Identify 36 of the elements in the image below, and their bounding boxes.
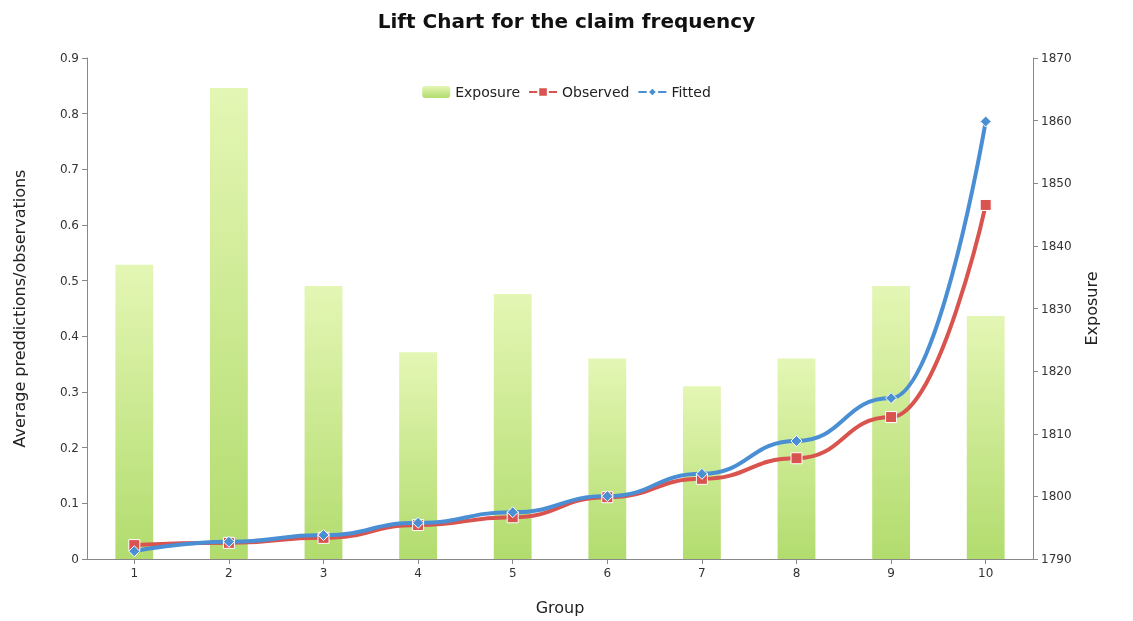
x-tick-label: 9 xyxy=(887,566,895,580)
y-tick-label: 0.6 xyxy=(59,218,79,232)
x-tick-label: 10 xyxy=(978,566,994,580)
x-tick-label: 7 xyxy=(698,566,706,580)
y2-tick-label: 1800 xyxy=(1041,489,1072,504)
legend-label: Observed xyxy=(562,84,630,100)
y-axis-title: Average preddictions/observations xyxy=(9,169,29,448)
x-axis-title: Group xyxy=(535,597,585,617)
y2-tick-label: 1790 xyxy=(1041,552,1072,566)
y2-tick-label: 1810 xyxy=(1041,426,1072,441)
y-tick-label: 0.7 xyxy=(59,162,79,177)
y2-tick-label: 1860 xyxy=(1041,113,1072,128)
x-tick-label: 4 xyxy=(414,566,422,580)
x-tick-label: 5 xyxy=(508,566,517,580)
y2-tick-label: 1820 xyxy=(1041,364,1072,379)
x-tick-label: 2 xyxy=(225,566,233,580)
x-tick-label: 6 xyxy=(603,566,612,580)
y2-tick-label: 1850 xyxy=(1041,176,1072,191)
legend-label: Fitted xyxy=(671,84,711,100)
y2-axis-title: Exposure xyxy=(1081,271,1101,346)
x-tick-label: 8 xyxy=(792,566,801,580)
y2-tick-label: 1840 xyxy=(1041,238,1072,253)
y-tick-label: 0.8 xyxy=(59,106,79,121)
y-tick-label: 0.4 xyxy=(59,329,79,344)
y-tick-label: 0.3 xyxy=(59,385,79,399)
chart-title: Lift Chart for the claim frequency xyxy=(377,9,756,33)
y2-tick-label: 1870 xyxy=(1041,51,1072,65)
legend-label: Exposure xyxy=(455,84,521,100)
y-tick-label: 0 xyxy=(71,552,79,566)
y2-tick-label: 1830 xyxy=(1041,301,1072,316)
y-tick-label: 0.1 xyxy=(59,496,79,511)
x-tick-label: 1 xyxy=(130,566,139,580)
y-tick-label: 0.9 xyxy=(59,51,79,65)
y-tick-label: 0.2 xyxy=(59,440,79,455)
x-tick-label: 3 xyxy=(319,566,328,580)
y-tick-label: 0.5 xyxy=(59,273,79,288)
